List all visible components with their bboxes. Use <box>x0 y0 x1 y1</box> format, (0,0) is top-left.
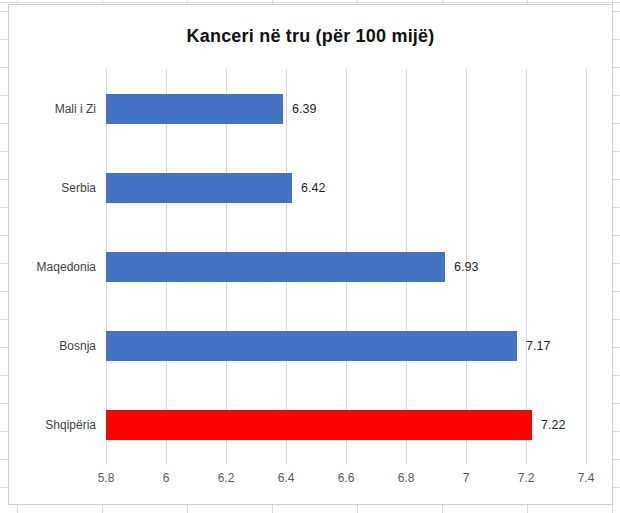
x-axis-tick-label: 6.4 <box>264 470 308 486</box>
category-label: Shqipëria <box>9 417 96 433</box>
category-label: Mali i Zi <box>9 101 96 117</box>
excel-worksheet-view: Kanceri në tru (për 100 mijë) 5.866.26.4… <box>0 0 620 513</box>
plot-area: 5.8 6 6.2 6.4 6.6 6.8 7 7.2 7.4 Mali i Zi 6.39 Serb… <box>9 5 612 504</box>
bar-serbia[interactable] <box>106 173 292 203</box>
bar-bosnja[interactable] <box>106 331 517 361</box>
x-axis-tick-label: 6.8 <box>384 470 428 486</box>
data-label: 7.17 <box>526 338 550 354</box>
x-axis-tick-label: 6.2 <box>204 470 248 486</box>
bar-mali-i-zi[interactable] <box>106 94 283 124</box>
x-axis-tick-label: 7.4 <box>564 470 608 486</box>
data-label: 7.22 <box>541 417 565 433</box>
x-gridline <box>526 69 527 464</box>
data-label: 6.93 <box>454 259 478 275</box>
category-label: Maqedonia <box>9 259 96 275</box>
bar-maqedonia[interactable] <box>106 252 445 282</box>
x-axis-tick-label: 7 <box>444 470 488 486</box>
data-label: 6.39 <box>292 101 316 117</box>
x-axis-tick-label: 6.6 <box>324 470 368 486</box>
data-label: 6.42 <box>301 180 325 196</box>
x-gridline <box>586 69 587 464</box>
x-axis-tick-label: 6 <box>144 470 188 486</box>
category-label: Serbia <box>9 180 96 196</box>
bar-shqipëria[interactable] <box>106 410 532 440</box>
bar-chart-object[interactable]: Kanceri në tru (për 100 mijë) 5.866.26.4… <box>8 4 613 505</box>
x-axis-tick-label: 7.2 <box>504 470 548 486</box>
category-label: Bosnja <box>9 338 96 354</box>
x-axis-tick-label: 5.8 <box>84 470 128 486</box>
